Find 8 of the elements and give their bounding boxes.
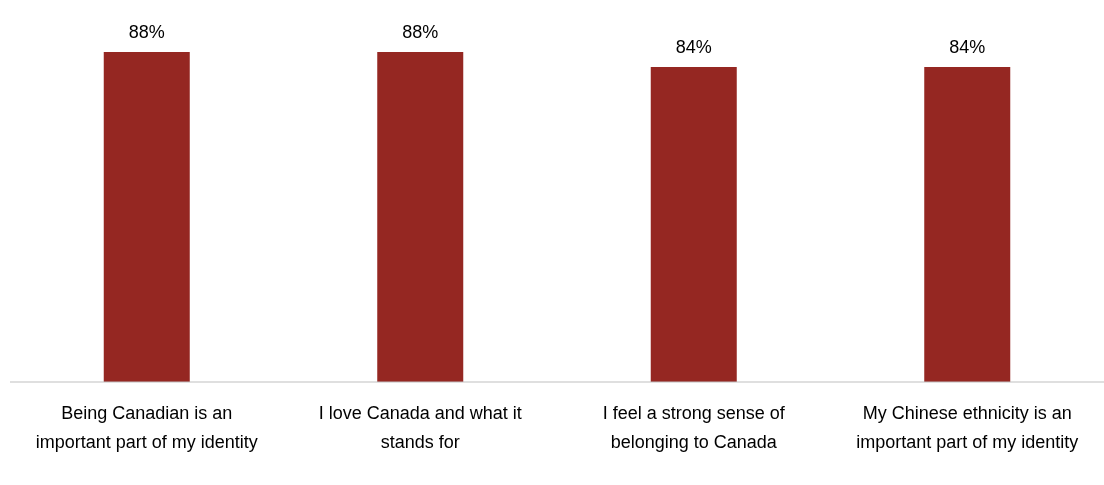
x-tick-label: I feel a strong sense of belonging to Canada xyxy=(602,403,786,452)
x-tick-label: Being Canadian is an important part of my identity xyxy=(35,403,258,452)
data-label: 84% xyxy=(949,37,986,57)
data-label: 84% xyxy=(675,37,712,57)
x-tick-label: I love Canada and what it stands for xyxy=(318,403,522,452)
data-label: 88% xyxy=(402,22,439,42)
data-label: 88% xyxy=(128,22,165,42)
x-tick-label: My Chinese ethnicity is an important part of my identity xyxy=(856,403,1079,452)
